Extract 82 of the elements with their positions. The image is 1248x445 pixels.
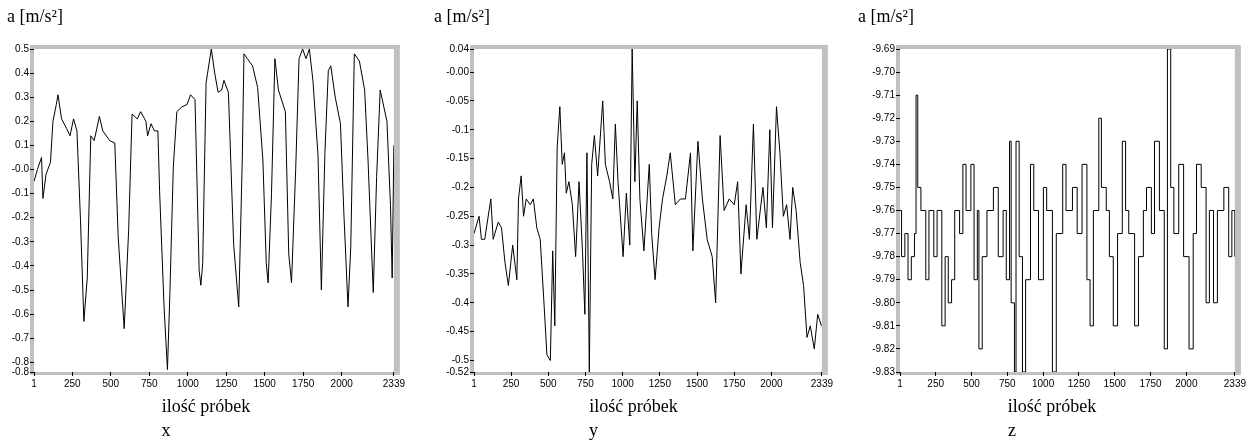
x-tick-label: 2339 — [810, 377, 834, 389]
y-tick-label: -9.79 — [872, 273, 896, 285]
y-tick-label: 0.4 — [15, 66, 30, 78]
x-tick-label: 1500 — [253, 377, 277, 389]
text: x — [161, 420, 171, 441]
x-tick-label: 1 — [471, 377, 478, 389]
y-tick-label: -9.69 — [872, 42, 896, 54]
x-tick-label: 1250 — [648, 377, 672, 389]
x-tick-label: 1250 — [215, 377, 238, 389]
y-tick-label: -0.6 — [11, 307, 30, 319]
y-tick-label: -0.0 — [11, 163, 30, 175]
x-axis-title: ilość próbek — [161, 396, 251, 417]
y-tick-label: -9.70 — [872, 65, 896, 77]
y-tick-label: -0.25 — [446, 210, 470, 222]
x-tick-label: 1500 — [1103, 377, 1127, 389]
y-tick-label: 0.1 — [15, 139, 30, 151]
y-axis-title: a [m/s²] — [858, 6, 914, 27]
x-tick-label: 1 — [31, 377, 38, 389]
y-tick-label: -9.76 — [872, 204, 896, 216]
y-tick-label: -9.81 — [872, 319, 896, 331]
y-tick-label: -0.4 — [11, 259, 30, 271]
y-tick-label: -0.1 — [451, 123, 470, 135]
x-tick-label: 250 — [502, 377, 520, 389]
x-tick-label: 1 — [897, 377, 904, 389]
x-tick-label: 1000 — [176, 377, 200, 389]
x-axis-title: ilość próbek — [589, 396, 678, 417]
y-tick-label: -0.45 — [446, 325, 470, 337]
y-tick-label: -0.5 — [11, 283, 30, 295]
y-axis-title: a [m/s²] — [434, 6, 490, 27]
x-tick-label: 2000 — [330, 377, 354, 389]
x-tick-label: 2000 — [760, 377, 783, 389]
x-tick-label: 2339 — [1223, 377, 1247, 389]
y-tick-label: -0.2 — [451, 181, 470, 193]
y-tick-label: -9.71 — [872, 88, 896, 100]
y-tick-label: -0.3 — [11, 235, 30, 247]
y-tick-label: -0.2 — [11, 211, 30, 223]
x-tick-label: 1500 — [685, 377, 709, 389]
x-tick-label: 250 — [927, 377, 945, 389]
y-tick-label: -9.75 — [872, 181, 896, 193]
x-tick-label: 1750 — [292, 377, 315, 389]
y-tick-label: -0.5 — [451, 354, 470, 366]
x-tick-label: 750 — [998, 377, 1017, 389]
y-tick-label: 0.3 — [15, 90, 30, 102]
x-tick-label: 1000 — [611, 377, 635, 389]
y-tick-label: -0.52 — [446, 365, 470, 377]
text: z — [1008, 420, 1016, 441]
y-tick-label: -9.77 — [872, 227, 896, 239]
y-axis-title: a [m/s²] — [7, 6, 63, 27]
y-tick-label: -0.1 — [11, 187, 30, 199]
x-tick-label: 2000 — [1175, 377, 1198, 389]
x-tick-label: 1000 — [1031, 377, 1055, 389]
x-tick-label: 1250 — [1067, 377, 1091, 389]
y-tick-label: -9.83 — [872, 365, 896, 377]
x-tick-label: 250 — [63, 377, 82, 389]
x-tick-label: 500 — [102, 377, 120, 389]
x-tick-label: 500 — [539, 377, 558, 389]
x-tick-label: 1750 — [1139, 377, 1163, 389]
y-tick-label: -0.8 — [11, 356, 30, 368]
y-tick-label: -9.73 — [872, 135, 896, 147]
y-tick-label: -0.8 — [11, 365, 30, 377]
y-tick-label: 0.5 — [15, 42, 30, 54]
x-tick-label: 750 — [577, 377, 595, 389]
y-tick-label: -9.78 — [872, 250, 896, 262]
text: y — [589, 420, 598, 441]
y-tick-label: -9.80 — [872, 296, 896, 308]
y-tick-label: -0.35 — [446, 267, 470, 279]
y-tick-label: -0.15 — [446, 152, 470, 164]
y-tick-label: -0.00 — [446, 65, 470, 77]
y-tick-label: 0.04 — [449, 42, 470, 54]
y-tick-label: -9.72 — [872, 111, 896, 123]
y-tick-label: -0.4 — [451, 296, 470, 308]
x-tick-label: 500 — [963, 377, 981, 389]
x-tick-label: 1750 — [723, 377, 746, 389]
y-tick-label: 0.2 — [15, 115, 30, 127]
y-tick-label: -0.7 — [11, 332, 30, 343]
y-tick-label: -0.05 — [446, 94, 470, 106]
x-tick-label: 750 — [140, 377, 159, 389]
y-tick-label: -0.3 — [451, 238, 470, 250]
y-tick-label: -9.74 — [872, 158, 896, 170]
x-axis-title: ilość próbek — [1007, 396, 1097, 417]
y-tick-label: -9.82 — [872, 342, 896, 354]
x-tick-label: 2339 — [382, 377, 406, 389]
